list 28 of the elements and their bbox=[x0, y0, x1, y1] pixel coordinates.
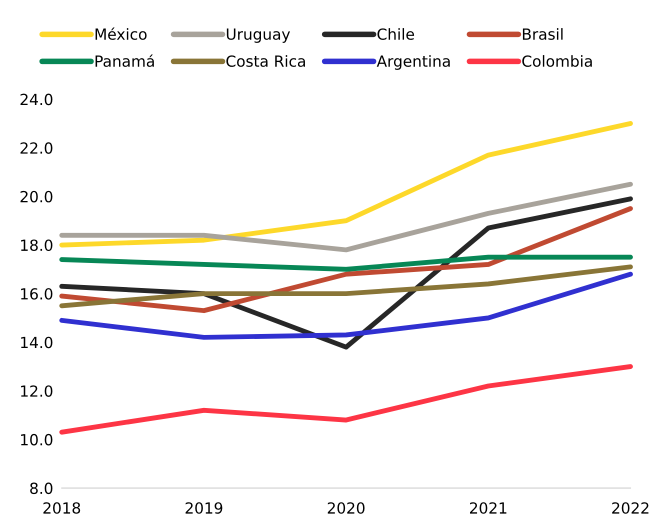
line-series bbox=[59, 364, 633, 435]
legend-label: Chile bbox=[377, 28, 414, 40]
y-tick-label: 24.0 bbox=[20, 94, 52, 106]
y-tick-label: 16.0 bbox=[21, 288, 52, 300]
x-tick-label: 2021 bbox=[470, 502, 506, 514]
y-tick-label: 12.0 bbox=[21, 385, 52, 397]
legend-label: Argentina bbox=[376, 55, 450, 70]
y-tick-label: 20.0 bbox=[20, 190, 52, 202]
line-series bbox=[59, 272, 633, 340]
line-series bbox=[59, 182, 633, 252]
x-tick-label: 2022 bbox=[612, 502, 648, 514]
legend-label: México bbox=[96, 27, 147, 40]
line-series bbox=[59, 264, 633, 308]
legend-label: Brasil bbox=[522, 28, 563, 40]
y-tick-label: 18.0 bbox=[21, 239, 52, 252]
line-series bbox=[59, 121, 633, 248]
x-tick-label: 2018 bbox=[43, 502, 80, 514]
x-tick-label: 2019 bbox=[186, 502, 222, 514]
y-tick-label: 14.0 bbox=[21, 336, 52, 348]
legend-label: Costa Rica bbox=[226, 55, 305, 67]
legend-label: Uruguay bbox=[226, 28, 290, 43]
line-series bbox=[59, 254, 633, 272]
y-tick-label: 22.0 bbox=[20, 142, 52, 154]
legend-label: Panamá bbox=[96, 54, 154, 67]
x-tick-label: 2020 bbox=[328, 502, 365, 514]
y-tick-label: 8.0 bbox=[30, 482, 52, 494]
y-tick-label: 10.0 bbox=[21, 434, 52, 446]
legend-label: Colombia bbox=[522, 55, 592, 67]
